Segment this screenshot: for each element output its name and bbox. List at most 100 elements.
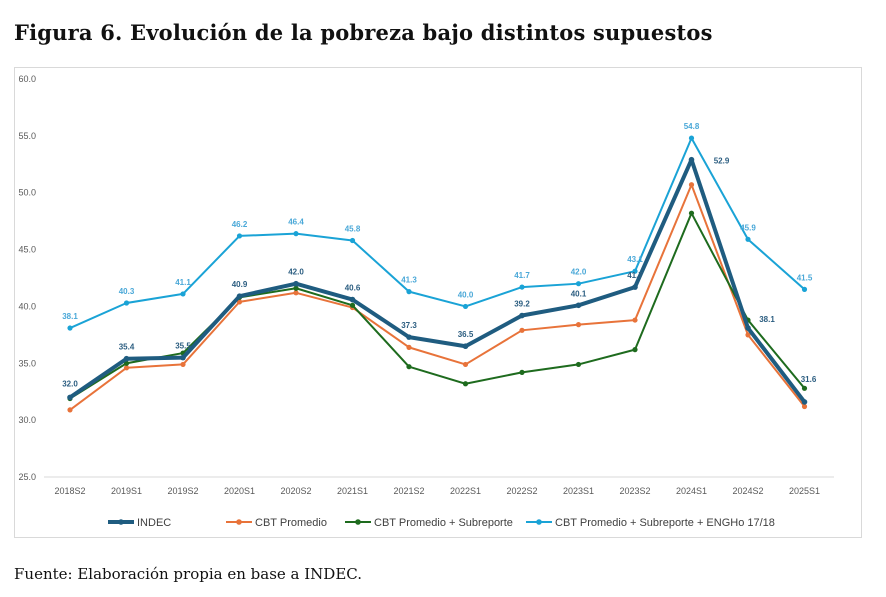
data-point-indec: [632, 284, 638, 290]
legend-label-cbt-promedio: CBT Promedio: [255, 517, 327, 529]
legend-label-cbt-subreporte-engho: CBT Promedio + Subreporte + ENGHo 17/18: [555, 517, 775, 529]
data-label-cbt-subreporte-engho: 41.1: [175, 278, 191, 287]
data-point-cbt-subreporte-engho: [745, 236, 751, 242]
data-label-cbt-subreporte-engho: 42.0: [571, 268, 587, 277]
data-label-indec: 40.6: [345, 284, 361, 293]
y-tick-label: 55.0: [18, 131, 36, 141]
data-label-cbt-subreporte-engho: 46.2: [232, 220, 248, 229]
series-line-cbt-subreporte: [69, 212, 806, 400]
data-label-indec: 39.2: [514, 300, 530, 309]
data-label-cbt-subreporte-engho: 41.7: [514, 271, 530, 280]
data-point-cbt-promedio: [801, 403, 808, 410]
data-label-indec: 40.9: [232, 280, 248, 289]
data-label-indec: 52.9: [714, 157, 730, 166]
data-label-indec: 40.1: [571, 289, 587, 298]
x-tick-label: 2024S1: [676, 486, 707, 496]
data-point-cbt-subreporte-engho: [575, 281, 582, 287]
data-point-cbt-subreporte-engho: [406, 289, 412, 295]
data-point-cbt-subreporte: [801, 385, 808, 391]
data-point-indec: [123, 355, 130, 362]
legend-marker-cbt-promedio: [236, 519, 242, 525]
data-point-cbt-promedio: [67, 407, 73, 413]
data-label-indec: 42.0: [288, 268, 304, 277]
series-line-cbt-promedio: [69, 183, 806, 411]
data-point-cbt-promedio: [575, 322, 582, 328]
legend-marker-cbt-subreporte: [355, 519, 361, 525]
data-label-cbt-subreporte-engho: 40.3: [119, 287, 135, 296]
data-point-cbt-subreporte: [349, 302, 356, 308]
data-point-cbt-promedio: [123, 365, 130, 371]
data-point-cbt-subreporte-engho: [180, 291, 186, 297]
series-line-cbt-subreporte-engho: [69, 137, 806, 330]
data-label-cbt-subreporte-engho: 54.8: [684, 122, 700, 131]
x-tick-label: 2022S2: [506, 486, 537, 496]
data-point-indec: [519, 312, 525, 319]
data-point-cbt-promedio: [180, 361, 186, 368]
data-point-cbt-subreporte: [293, 285, 299, 291]
chart-frame: [14, 67, 862, 538]
data-point-cbt-promedio: [519, 327, 525, 333]
data-point-indec: [67, 394, 73, 401]
figure-title: Figura 6. Evolución de la pobreza bajo d…: [14, 20, 713, 45]
legend-label-cbt-subreporte: CBT Promedio + Subreporte: [374, 517, 513, 529]
data-point-cbt-subreporte-engho: [293, 231, 299, 237]
data-label-cbt-subreporte-engho: 43.1: [627, 255, 643, 264]
data-point-cbt-subreporte: [688, 210, 695, 216]
data-point-indec: [349, 296, 356, 303]
data-point-cbt-subreporte-engho: [349, 237, 356, 244]
x-tick-label: 2021S2: [393, 486, 424, 496]
data-label-indec: 38.1: [759, 315, 775, 324]
data-point-cbt-subreporte-engho: [801, 286, 808, 292]
data-point-cbt-subreporte-engho: [462, 303, 469, 310]
data-point-cbt-subreporte: [632, 347, 638, 353]
y-tick-label: 30.0: [18, 415, 36, 425]
x-tick-label: 2019S1: [111, 486, 142, 496]
data-label-indec: 32.0: [62, 379, 78, 388]
data-label-indec: 31.6: [801, 375, 817, 384]
data-point-indec: [688, 156, 695, 163]
y-tick-label: 35.0: [18, 358, 36, 368]
y-tick-label: 25.0: [18, 472, 36, 482]
x-tick-label: 2022S1: [450, 486, 481, 496]
data-point-indec: [180, 354, 186, 361]
data-point-indec: [801, 399, 808, 405]
data-point-indec: [575, 302, 582, 309]
data-point-cbt-promedio: [745, 332, 751, 338]
data-label-cbt-subreporte-engho: 41.5: [797, 273, 813, 282]
data-point-cbt-subreporte-engho: [67, 325, 73, 331]
data-point-cbt-promedio: [406, 344, 412, 350]
legend-marker-indec: [118, 519, 124, 525]
data-label-indec: 37.3: [401, 321, 417, 330]
data-label-indec: 35.4: [119, 343, 135, 352]
x-tick-label: 2021S1: [337, 486, 368, 496]
y-tick-label: 45.0: [18, 245, 36, 255]
data-label-cbt-subreporte-engho: 38.1: [62, 312, 78, 321]
x-tick-label: 2018S2: [54, 486, 85, 496]
data-label-cbt-subreporte-engho: 40.0: [458, 290, 474, 299]
x-tick-label: 2019S2: [167, 486, 198, 496]
data-label-cbt-subreporte-engho: 45.8: [345, 224, 361, 233]
data-point-cbt-promedio: [632, 317, 638, 323]
legend-label-indec: INDEC: [137, 517, 171, 529]
y-tick-label: 60.0: [18, 74, 36, 84]
data-point-cbt-promedio: [236, 299, 243, 305]
data-point-cbt-subreporte: [575, 361, 582, 368]
data-label-indec: 41.7: [627, 271, 643, 280]
x-tick-label: 2023S2: [619, 486, 650, 496]
x-tick-label: 2024S2: [732, 486, 763, 496]
data-label-indec: 35.5: [175, 342, 191, 351]
data-point-indec: [293, 280, 299, 287]
data-point-cbt-subreporte: [462, 381, 469, 387]
data-point-cbt-promedio: [293, 290, 299, 296]
data-label-cbt-subreporte-engho: 46.4: [288, 218, 304, 227]
x-tick-label: 2023S1: [563, 486, 594, 496]
data-point-cbt-subreporte: [406, 364, 412, 370]
x-tick-label: 2025S1: [789, 486, 820, 496]
legend-marker-cbt-subreporte-engho: [536, 519, 542, 525]
data-point-cbt-subreporte-engho: [123, 300, 130, 306]
data-point-indec: [236, 293, 243, 299]
data-point-cbt-subreporte-engho: [688, 135, 695, 141]
data-point-cbt-subreporte: [519, 369, 525, 375]
data-label-indec: 36.5: [458, 330, 474, 339]
